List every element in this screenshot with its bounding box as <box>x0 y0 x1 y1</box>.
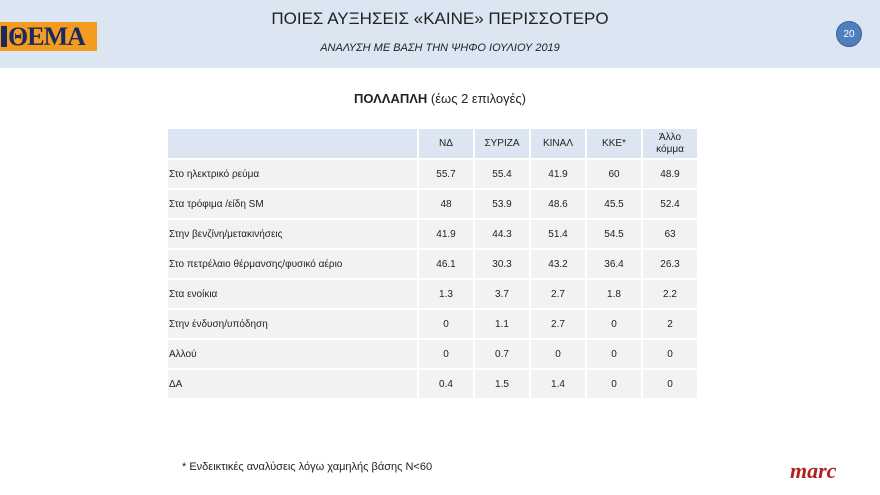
table-header-row: ΝΔ ΣΥΡΙΖΑ ΚΙΝΑΛ ΚΚΕ* Άλλο κόμμα <box>168 129 697 158</box>
row-label: ΔΑ <box>168 370 417 398</box>
table-cell: 2 <box>643 310 697 338</box>
table-cell: 1.8 <box>587 280 641 308</box>
page-number-badge: 20 <box>836 21 862 47</box>
table-cell: 55.7 <box>419 160 473 188</box>
table-cell: 60 <box>587 160 641 188</box>
row-label: Στην ένδυση/υπόδηση <box>168 310 417 338</box>
table-cell: 0 <box>587 340 641 368</box>
table-row: Στο ηλεκτρικό ρεύμα 55.7 55.4 41.9 60 48.9 <box>168 160 697 188</box>
table-row: Στα ενοίκια 1.3 3.7 2.7 1.8 2.2 <box>168 280 697 308</box>
table-cell: 41.9 <box>419 220 473 248</box>
table-cell: 0 <box>419 310 473 338</box>
table-cell: 63 <box>643 220 697 248</box>
row-label: Στα τρόφιμα /είδη SM <box>168 190 417 218</box>
table-cell: 41.9 <box>531 160 585 188</box>
table-cell: 2.7 <box>531 310 585 338</box>
column-header: ΝΔ <box>419 129 473 158</box>
table-cell: 0 <box>643 370 697 398</box>
table-cell: 48.6 <box>531 190 585 218</box>
column-header: ΚΚΕ* <box>587 129 641 158</box>
table-cell: 1.1 <box>475 310 529 338</box>
table-row: Στο πετρέλαιο θέρμανσης/φυσικό αέριο 46.1… <box>168 250 697 278</box>
table-cell: 0 <box>531 340 585 368</box>
table-cell: 44.3 <box>475 220 529 248</box>
table-cell: 2.2 <box>643 280 697 308</box>
page-subtitle: ΑΝΑΛΥΣΗ ΜΕ ΒΑΣΗ ΤΗΝ ΨΗΦΟ ΙΟΥΛΙΟΥ 2019 <box>320 42 560 54</box>
row-label: Στο ηλεκτρικό ρεύμα <box>168 160 417 188</box>
column-header: Άλλο κόμμα <box>643 129 697 158</box>
table-row: ΔΑ 0.4 1.5 1.4 0 0 <box>168 370 697 398</box>
table-cell: 0.7 <box>475 340 529 368</box>
footnote: * Ενδεικτικές αναλύσεις λόγω χαμηλής βάσ… <box>182 461 433 473</box>
row-label: Στο πετρέλαιο θέρμανσης/φυσικό αέριο <box>168 250 417 278</box>
table-cell: 30.3 <box>475 250 529 278</box>
table-cell: 0 <box>419 340 473 368</box>
column-header: ΣΥΡΙΖΑ <box>475 129 529 158</box>
table-cell: 3.7 <box>475 280 529 308</box>
table-cell: 46.1 <box>419 250 473 278</box>
table-cell: 48 <box>419 190 473 218</box>
table-cell: 45.5 <box>587 190 641 218</box>
table-row: Στην ένδυση/υπόδηση 0 1.1 2.7 0 2 <box>168 310 697 338</box>
table-row: Στα τρόφιμα /είδη SM 48 53.9 48.6 45.5 52.4 <box>168 190 697 218</box>
table-cell: 0 <box>587 310 641 338</box>
table-cell: 1.4 <box>531 370 585 398</box>
table-cell: 1.3 <box>419 280 473 308</box>
table-cell: 26.3 <box>643 250 697 278</box>
slide-header: ΘΕΜΑ ΠΟΙΕΣ ΑΥΞΗΣΕΙΣ «ΚΑΙΝΕ» ΠΕΡΙΣΣΟΤΕΡΟ … <box>0 0 880 68</box>
table-cell: 36.4 <box>587 250 641 278</box>
table-cell: 2.7 <box>531 280 585 308</box>
proto-thema-logo: ΘΕΜΑ <box>0 22 97 51</box>
table-cell: 43.2 <box>531 250 585 278</box>
row-label: Αλλού <box>168 340 417 368</box>
table-cell: 0.4 <box>419 370 473 398</box>
table-cell: 55.4 <box>475 160 529 188</box>
table-cell: 54.5 <box>587 220 641 248</box>
marc-logo: marc <box>790 458 837 483</box>
table-row: Αλλού 0 0.7 0 0 0 <box>168 340 697 368</box>
table-cell: 1.5 <box>475 370 529 398</box>
table-cell: 0 <box>643 340 697 368</box>
table-cell: 48.9 <box>643 160 697 188</box>
row-label: Στην βενζίνη/μετακινήσεις <box>168 220 417 248</box>
table-cell: 51.4 <box>531 220 585 248</box>
row-label: Στα ενοίκια <box>168 280 417 308</box>
table-cell: 53.9 <box>475 190 529 218</box>
results-table: ΝΔ ΣΥΡΙΖΑ ΚΙΝΑΛ ΚΚΕ* Άλλο κόμμα Στο ηλεκτρικό… <box>166 127 699 400</box>
table-cell: 0 <box>587 370 641 398</box>
column-header: ΚΙΝΑΛ <box>531 129 585 158</box>
question-title: ΠΟΛΛΑΠΛΗ (έως 2 επιλογές) <box>353 91 526 106</box>
table-row: Στην βενζίνη/μετακινήσεις 41.9 44.3 51.4 54.… <box>168 220 697 248</box>
table-cell: 52.4 <box>643 190 697 218</box>
page-title: ΠΟΙΕΣ ΑΥΞΗΣΕΙΣ «ΚΑΙΝΕ» ΠΕΡΙΣΣΟΤΕΡΟ <box>271 9 609 28</box>
